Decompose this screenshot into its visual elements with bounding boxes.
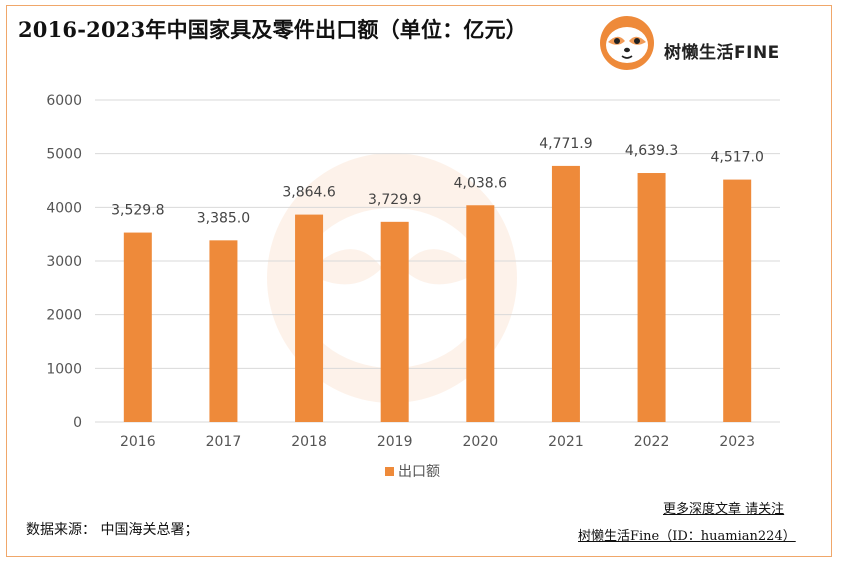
x-tick-label: 2020 <box>462 434 498 450</box>
data-label: 3,864.6 <box>282 185 336 201</box>
data-label: 3,529.8 <box>111 203 164 219</box>
legend: 出口额 <box>385 461 440 481</box>
y-tick-label: 1000 <box>46 361 82 377</box>
legend-swatch <box>385 466 394 476</box>
data-label: 3,729.9 <box>368 192 421 208</box>
bar <box>551 165 580 423</box>
sloth-face-icon <box>600 16 654 70</box>
x-tick-label: 2022 <box>634 434 670 450</box>
promo-line-1[interactable]: 更多深度文章 请关注 <box>663 502 785 517</box>
bar <box>209 240 238 422</box>
bar <box>466 205 495 422</box>
y-tick-label: 4000 <box>46 200 82 216</box>
data-label: 4,038.6 <box>454 175 508 191</box>
chart-title: 2016-2023年中国家具及零件出口额（单位：亿元） <box>18 17 528 42</box>
brand-name: 树懒生活FINE <box>664 43 780 63</box>
x-tick-label: 2019 <box>377 434 413 450</box>
y-tick-label: 2000 <box>46 308 82 324</box>
bar <box>123 232 152 422</box>
x-tick-label: 2023 <box>719 434 755 450</box>
legend-label: 出口额 <box>398 464 440 480</box>
y-tick-label: 0 <box>73 415 82 431</box>
data-label: 4,639.3 <box>625 143 678 159</box>
data-source-note: 数据来源： 中国海关总署； <box>26 522 199 538</box>
y-tick-label: 6000 <box>46 93 82 109</box>
x-tick-label: 2018 <box>291 434 327 450</box>
x-tick-label: 2021 <box>548 434 584 450</box>
bar <box>295 214 324 422</box>
data-label: 4,771.9 <box>539 136 592 152</box>
x-tick-label: 2016 <box>120 434 156 450</box>
data-label: 3,385.0 <box>197 210 250 226</box>
data-label: 4,517.0 <box>710 150 763 166</box>
bar <box>637 173 666 422</box>
bar <box>380 221 409 422</box>
bar <box>723 179 752 422</box>
y-tick-label: 5000 <box>46 147 82 163</box>
y-tick-label: 3000 <box>46 254 82 270</box>
promo-line-2[interactable]: 树懒生活Fine（ID：huamian224） <box>578 529 796 544</box>
x-tick-label: 2017 <box>206 434 242 450</box>
